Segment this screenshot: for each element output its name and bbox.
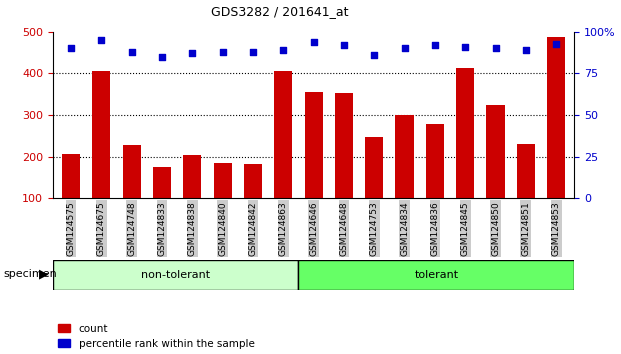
Bar <box>62 154 80 198</box>
Text: GSM124834: GSM124834 <box>400 201 409 256</box>
Point <box>369 52 379 58</box>
Bar <box>486 105 505 198</box>
Bar <box>396 115 414 198</box>
Text: GSM124845: GSM124845 <box>461 201 469 256</box>
Point <box>521 47 531 53</box>
Bar <box>53 260 298 290</box>
Point <box>460 44 470 50</box>
Text: GSM124863: GSM124863 <box>279 201 288 256</box>
Text: GSM124853: GSM124853 <box>551 201 561 256</box>
Point <box>188 51 197 56</box>
Text: GDS3282 / 201641_at: GDS3282 / 201641_at <box>211 5 348 18</box>
Point <box>400 46 410 51</box>
Text: GSM124836: GSM124836 <box>430 201 440 256</box>
Point <box>551 41 561 46</box>
Bar <box>304 92 323 198</box>
Bar <box>517 144 535 198</box>
Bar <box>298 260 574 290</box>
Text: specimen: specimen <box>3 269 57 279</box>
Text: GSM124838: GSM124838 <box>188 201 197 256</box>
Point <box>217 49 227 55</box>
Point <box>248 49 258 55</box>
Point <box>96 37 106 43</box>
Bar <box>122 145 141 198</box>
Text: non-tolerant: non-tolerant <box>141 270 210 280</box>
Point <box>309 39 319 45</box>
Text: GSM124842: GSM124842 <box>248 201 258 256</box>
Bar <box>547 37 565 198</box>
Point <box>278 47 288 53</box>
Bar <box>183 155 201 198</box>
Bar <box>153 167 171 198</box>
Point <box>430 42 440 48</box>
Bar <box>426 124 444 198</box>
Text: GSM124648: GSM124648 <box>340 201 348 256</box>
Bar <box>92 70 111 198</box>
Point <box>157 54 167 59</box>
Text: GSM124840: GSM124840 <box>218 201 227 256</box>
Bar <box>214 163 232 198</box>
Point <box>491 46 501 51</box>
Text: GSM124675: GSM124675 <box>97 201 106 256</box>
Bar <box>274 70 292 198</box>
Text: GSM124575: GSM124575 <box>66 201 76 256</box>
Text: GSM124748: GSM124748 <box>127 201 136 256</box>
Point <box>127 49 137 55</box>
Legend: count, percentile rank within the sample: count, percentile rank within the sample <box>58 324 255 349</box>
Bar <box>244 164 262 198</box>
Text: GSM124850: GSM124850 <box>491 201 500 256</box>
Text: GSM124833: GSM124833 <box>158 201 166 256</box>
Point <box>66 46 76 51</box>
Text: GSM124851: GSM124851 <box>522 201 530 256</box>
Text: GSM124753: GSM124753 <box>369 201 379 256</box>
Bar <box>335 93 353 198</box>
Bar <box>365 137 383 198</box>
Text: GSM124646: GSM124646 <box>309 201 318 256</box>
Bar <box>456 68 474 198</box>
Text: tolerant: tolerant <box>414 270 458 280</box>
Text: ▶: ▶ <box>39 268 48 281</box>
Point <box>339 42 349 48</box>
